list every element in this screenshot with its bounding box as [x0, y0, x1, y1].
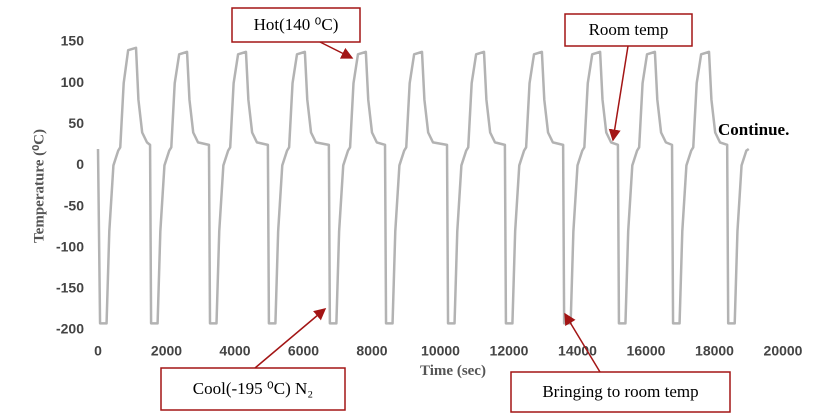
y-tick-label: -150 — [56, 280, 84, 296]
x-tick-label: 2000 — [151, 343, 182, 359]
annotation-text: Bringing to room temp — [542, 382, 698, 401]
y-tick-label: 0 — [76, 156, 84, 172]
annotation-box — [160, 367, 346, 411]
annotation-arrow — [319, 41, 354, 59]
annotation-text: Room temp — [589, 20, 669, 39]
y-tick-label: 100 — [61, 74, 85, 90]
annotation-arrow — [608, 45, 629, 142]
y-tick-label: 150 — [61, 33, 85, 49]
x-tick-label: 12000 — [490, 343, 529, 359]
annotation-text: Continue. — [718, 120, 789, 139]
x-tick-label: 20000 — [764, 343, 803, 359]
x-tick-label: 6000 — [288, 343, 319, 359]
x-tick-label: 18000 — [695, 343, 734, 359]
y-tick-label: -200 — [56, 321, 84, 337]
x-tick-label: 16000 — [627, 343, 666, 359]
annotation-text: Hot(140 ⁰C) — [254, 15, 339, 34]
annotation-arrow — [564, 312, 601, 373]
annotation-text: Cool(-195 ⁰C) N₂ — [193, 379, 313, 398]
y-tick-label: -50 — [64, 197, 84, 213]
annotation-box — [564, 13, 693, 47]
x-tick-label: 14000 — [558, 343, 597, 359]
temperature-line — [96, 46, 750, 325]
y-tick-label: 50 — [68, 115, 84, 131]
annotation-arrow — [254, 308, 327, 369]
annotation-box — [231, 7, 361, 43]
x-tick-label: 8000 — [356, 343, 387, 359]
x-tick-label: 10000 — [421, 343, 460, 359]
x-tick-label: 4000 — [219, 343, 250, 359]
x-tick-label: 0 — [94, 343, 102, 359]
annotation-box — [510, 371, 731, 413]
y-axis-title: Temperature (⁰C) — [31, 129, 47, 243]
x-axis-title: Time (sec) — [420, 363, 486, 379]
y-tick-label: -100 — [56, 238, 84, 254]
